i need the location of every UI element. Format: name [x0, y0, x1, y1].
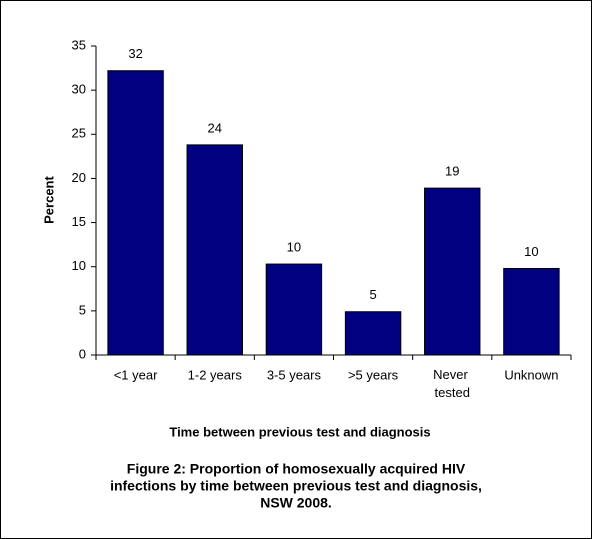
bar	[107, 70, 164, 356]
bar	[503, 267, 560, 356]
y-tick-label: 20	[72, 170, 86, 185]
bar	[186, 144, 243, 356]
x-tick-label: Never tested	[433, 367, 471, 400]
y-axis-title: Percent	[41, 175, 56, 223]
x-tick-label: 3-5 years	[267, 367, 322, 382]
y-tick-label: 5	[79, 302, 86, 317]
caption-line: infections by time between previous test…	[110, 478, 482, 494]
data-label: 24	[208, 120, 222, 135]
caption-line: Figure 2: Proportion of homosexually acq…	[127, 461, 466, 477]
y-tick-label: 25	[72, 126, 86, 141]
data-label: 10	[287, 240, 301, 255]
data-label: 5	[369, 287, 376, 302]
x-tick-label: 1-2 years	[188, 367, 243, 382]
data-label: 10	[524, 244, 538, 259]
bar	[424, 187, 481, 356]
x-tick-label: >5 years	[348, 367, 399, 382]
y-tick-label: 30	[72, 82, 86, 97]
x-tick-label: <1 year	[114, 367, 158, 382]
bar	[344, 311, 402, 356]
y-tick-label: 15	[72, 214, 86, 229]
y-tick-label: 0	[79, 346, 86, 361]
bar	[265, 263, 323, 356]
data-label: 32	[128, 46, 142, 61]
y-tick-label: 35	[72, 37, 86, 52]
caption-line: NSW 2008.	[260, 495, 332, 511]
y-tick-label: 10	[72, 258, 86, 273]
x-axis-title: Time between previous test and diagnosis	[169, 424, 430, 439]
data-label: 19	[445, 164, 459, 179]
x-tick-label: Unknown	[504, 367, 558, 382]
